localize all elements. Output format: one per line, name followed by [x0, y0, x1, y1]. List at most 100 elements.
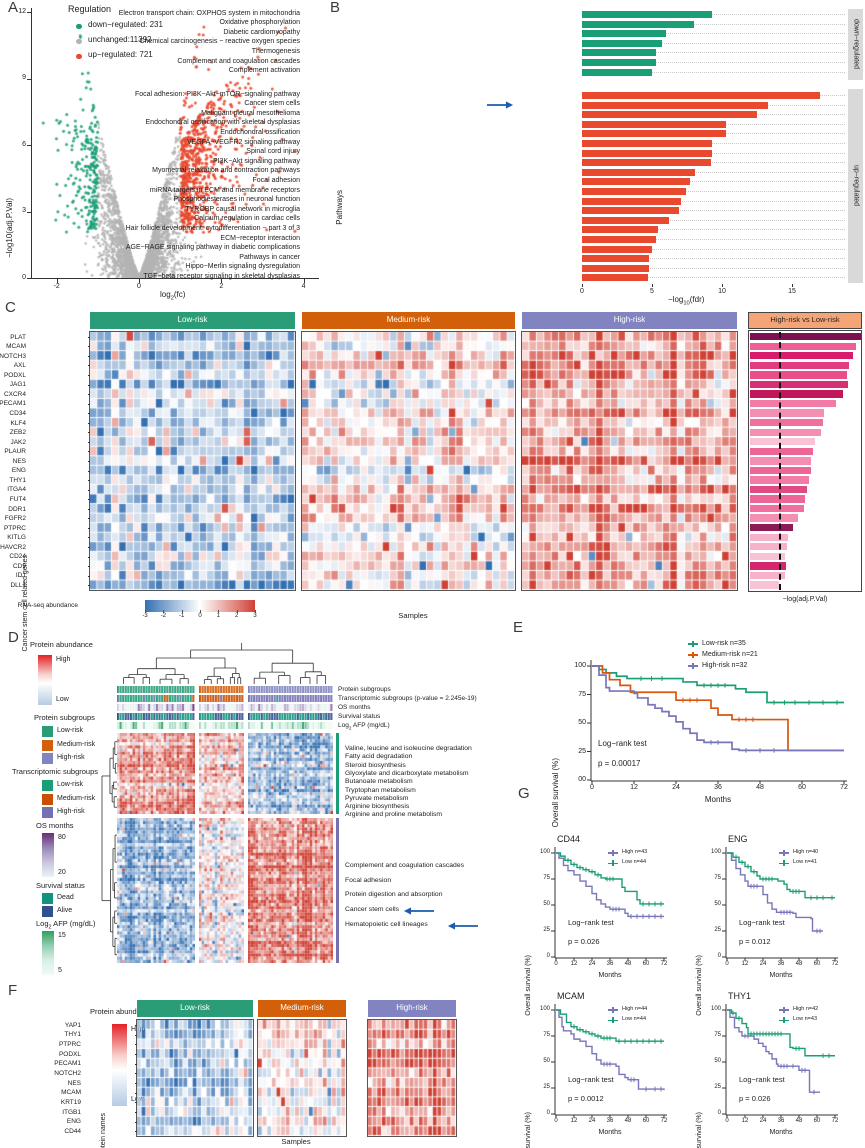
- gene-label: HAVCR2: [0, 543, 26, 551]
- gene-label: FGFR2: [4, 515, 26, 523]
- legend-label: Medium-risk n=21: [702, 650, 758, 658]
- gene-label: NOTCH3: [0, 352, 26, 360]
- compare-bar-KITLG: [749, 533, 789, 541]
- group-header: Medium-risk: [258, 1000, 346, 1017]
- tick: [56, 279, 58, 283]
- protein-label: ITGB1: [62, 1108, 81, 1116]
- legend-title: Protein abundance: [30, 640, 93, 649]
- legend-censor-mark: [612, 860, 614, 867]
- annotation-label: Protein subgroups: [338, 685, 391, 693]
- annotation-track-survival-status: [199, 713, 244, 720]
- legend-censor-mark: [783, 849, 785, 856]
- tick: [87, 489, 90, 491]
- protein-label: CD44: [64, 1128, 81, 1136]
- x-axis-title: log2(fc): [160, 290, 185, 302]
- tick: [87, 575, 90, 577]
- panel-label-f: F: [8, 982, 18, 999]
- x-tick-label: 15: [788, 288, 796, 295]
- x-axis-title: Months: [704, 795, 732, 804]
- grid-line: [582, 33, 845, 35]
- tick: [87, 422, 90, 424]
- tick: [87, 518, 90, 520]
- compare-bar-KLF4: [749, 418, 823, 427]
- pathway-label: Calcium regulation in cardiac cells: [194, 215, 300, 223]
- x-tick-label: 36: [606, 1118, 614, 1124]
- log-rank-label: Log−rank test: [739, 1075, 785, 1084]
- proteome-heatmap-top: [199, 733, 244, 814]
- legend-label: Dead: [57, 894, 74, 901]
- grid-line: [582, 52, 845, 54]
- tick: [27, 78, 31, 80]
- compare-bar-CD24: [749, 552, 786, 561]
- pathway-label: Glyoxylate and dicarboxylate metabolism: [345, 769, 469, 777]
- curve: [727, 852, 823, 932]
- curve: [403, 906, 412, 915]
- pathway-bar: [582, 30, 666, 38]
- annotation-track-os-months: [199, 704, 244, 711]
- pathway-bar: [582, 255, 650, 263]
- legend-label-low: Low: [56, 696, 69, 703]
- cancer-stem-cells-arrow-icon: [487, 101, 514, 109]
- legend-label: down−regulated: 231: [88, 20, 163, 29]
- pathway-bar: [582, 207, 679, 215]
- label-part: 2: [170, 295, 174, 302]
- legend-title: Protein subgroups: [34, 713, 95, 722]
- pathway-label: Arginine biosynthesis: [345, 803, 410, 811]
- p-value: p = 0.00017: [598, 759, 641, 768]
- tick: [87, 355, 90, 357]
- x-tick-label: 4: [301, 283, 306, 290]
- gene-label: DDR1: [8, 505, 26, 513]
- x-tick-label: 48: [795, 1118, 803, 1124]
- pathway-label: Phosphodiesterases in neuronal function: [173, 196, 300, 204]
- cluster-bar-bottom: [336, 818, 339, 963]
- compare-header: High-risk vs Low-risk: [748, 312, 862, 329]
- y-axis-title: Overall survival (%): [525, 955, 532, 1016]
- pathway-label: miRNA targets in ECM and membrane recept…: [149, 186, 300, 194]
- protein-heatmap-High-risk: [367, 1019, 457, 1137]
- pathway-bar: [582, 168, 696, 176]
- label-part: Log: [36, 919, 49, 928]
- pathway-label: Complement activation: [228, 67, 300, 75]
- y-tick-label: 00: [578, 776, 586, 783]
- x-axis-title: Samples: [281, 1137, 311, 1146]
- gene-label: AXL: [13, 362, 26, 370]
- x-tick-label: 10: [718, 288, 726, 295]
- afp-gradient: [42, 931, 54, 975]
- legend-title: Log2 AFP (mg/dL): [36, 919, 96, 931]
- protein-label: PODXL: [58, 1050, 81, 1058]
- legend-label: Medium-risk: [57, 794, 96, 802]
- pathway-label: Cancer stem cells: [345, 906, 400, 913]
- grid-line: [582, 258, 845, 260]
- legend-label: 20: [58, 869, 66, 876]
- legend-label: Low n=41: [793, 859, 818, 865]
- legend-title: Protein abundance: [90, 1007, 153, 1016]
- y-tick-label: 100: [710, 1006, 721, 1012]
- pathway-label: Thermogenesis: [251, 47, 300, 55]
- p-value: p = 0.026: [568, 937, 600, 946]
- x-tick-label: 60: [642, 1118, 650, 1124]
- legend-censor-mark: [692, 651, 694, 658]
- legend-label: Low n=43: [793, 1016, 818, 1022]
- gene-label: PODXL: [3, 371, 26, 379]
- legend-label: High n=42: [793, 1005, 819, 1012]
- compare-bar-CD9: [749, 562, 787, 570]
- p-value: p = 0.012: [739, 937, 771, 946]
- pathway-label: Tryptophan metabolism: [345, 786, 416, 794]
- log-rank-label: Log−rank test: [598, 739, 647, 748]
- tick: [87, 384, 90, 386]
- grid-line: [582, 200, 845, 202]
- pathway-label: PI3K−Akt signaling pathway: [213, 157, 300, 165]
- tick: [221, 279, 223, 283]
- y-tick-label: 25: [543, 1084, 550, 1090]
- y-tick-label: 100: [574, 662, 586, 669]
- label-part: AFP (mg/dL): [351, 721, 390, 729]
- tick: [134, 1111, 137, 1113]
- grid-line: [582, 42, 845, 44]
- gene-label: ID1: [15, 572, 26, 580]
- grid-line: [582, 277, 845, 279]
- gene-label: THY1: [9, 476, 26, 484]
- annotation-track-survival-status: [248, 713, 333, 720]
- y-tick-label: 50: [714, 1058, 721, 1064]
- pathway-label: Oxidative phosphorylation: [219, 19, 300, 27]
- colorbar-tick-label: -1: [178, 613, 185, 619]
